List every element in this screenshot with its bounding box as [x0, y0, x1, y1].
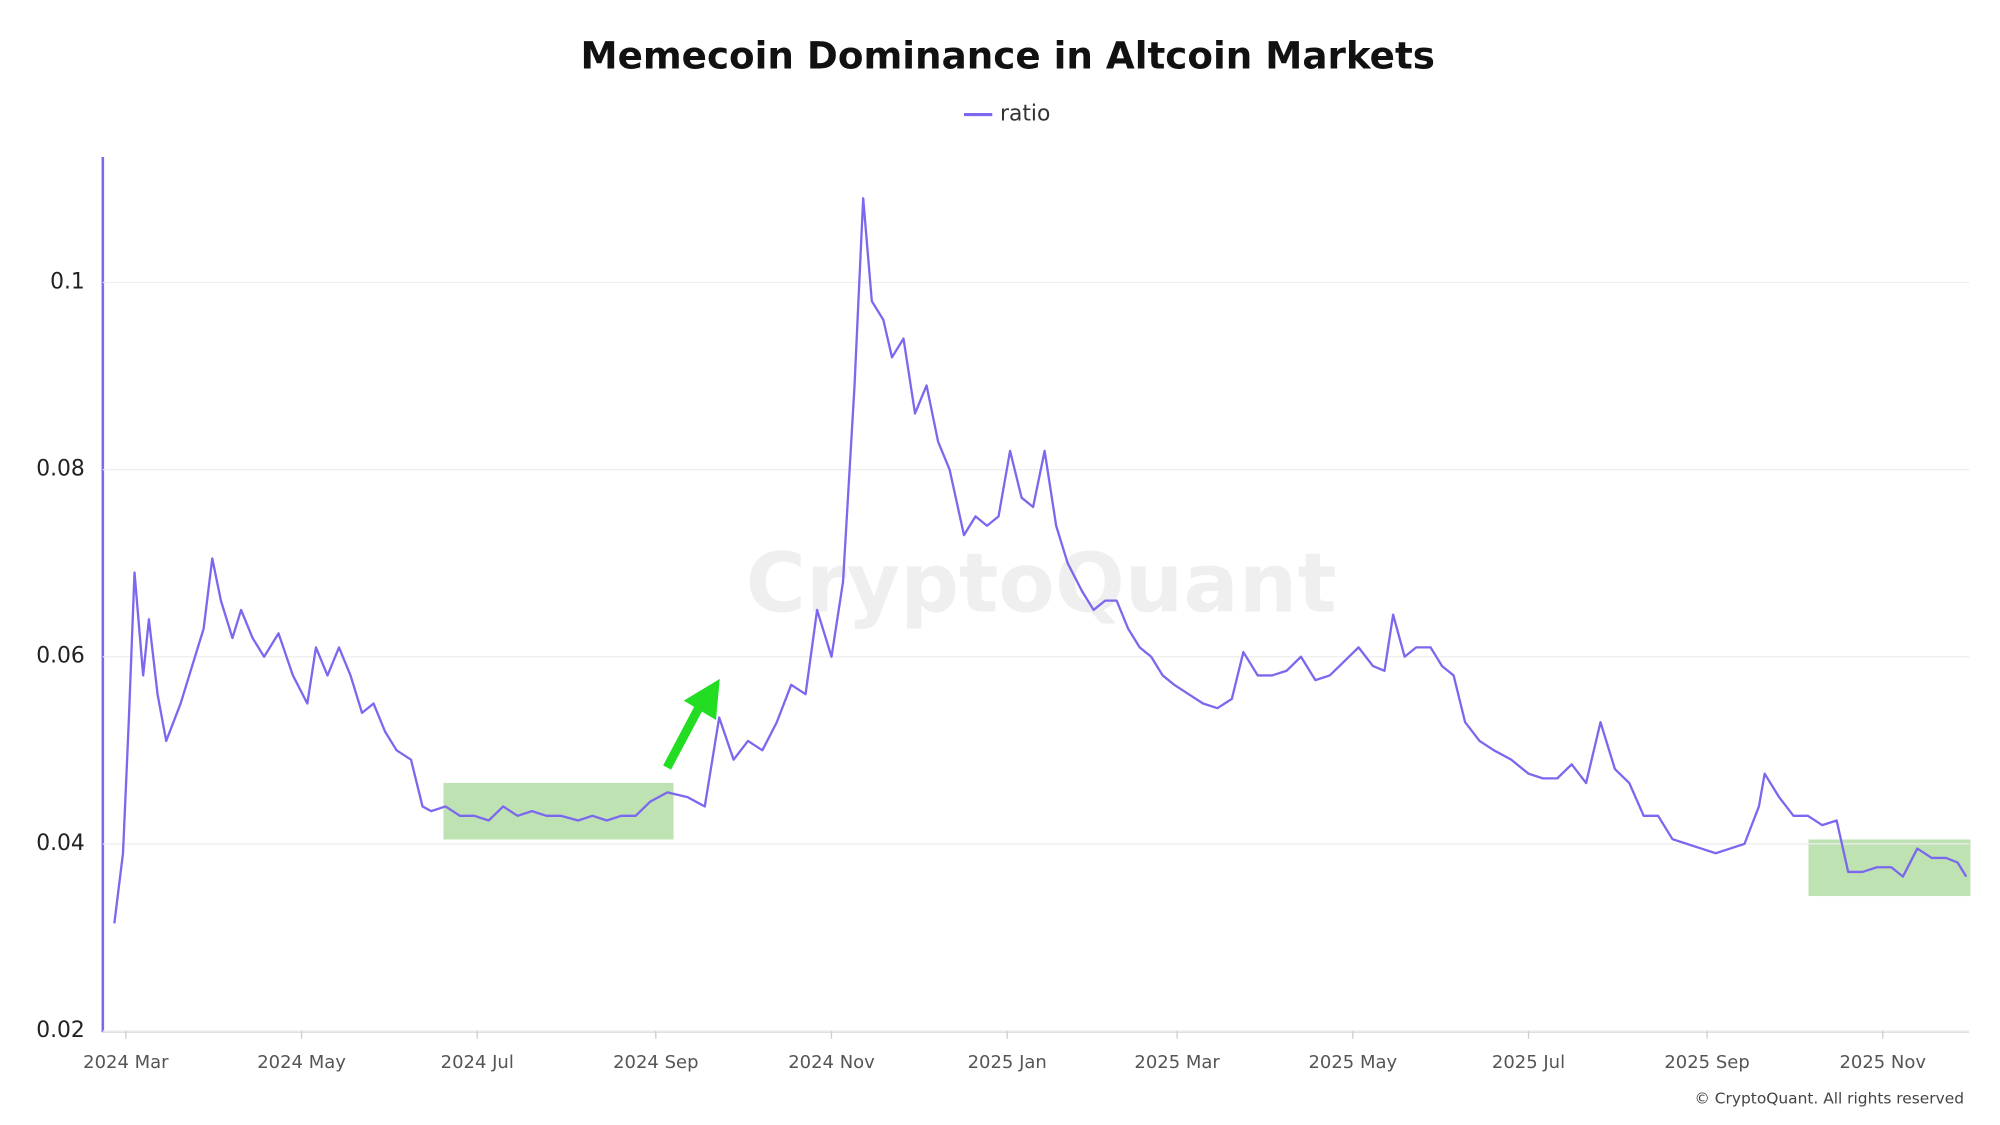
x-tick-label: 2025 Mar [1134, 1052, 1220, 1073]
x-tick-label: 2025 Jan [968, 1052, 1047, 1073]
x-tick-label: 2025 Jul [1492, 1052, 1565, 1073]
y-tick-label: 0.04 [36, 831, 85, 856]
data-line [113, 197, 1968, 924]
y-tick-label: 0.02 [36, 1018, 85, 1043]
credit: © CryptoQuant. All rights reserved [1695, 1090, 1965, 1108]
chart-title: Memecoin Dominance in Altcoin Markets [580, 34, 1434, 78]
x-tick-label: 2024 May [257, 1052, 346, 1073]
x-tick-label: 2024 Nov [788, 1052, 875, 1073]
legend-label: ratio [1000, 102, 1050, 127]
x-tick-label: 2024 Sep [613, 1052, 698, 1073]
x-tick-label: 2024 Jul [441, 1052, 514, 1073]
watermark: CryptoQuant [746, 536, 1337, 631]
x-tick-label: 2025 May [1308, 1052, 1397, 1073]
x-tick-label: 2025 Nov [1839, 1052, 1926, 1073]
highlight-box [443, 782, 674, 840]
y-tick-label: 0.1 [50, 269, 85, 294]
x-tick-label: 2025 Sep [1664, 1052, 1749, 1073]
x-tick-label: 2024 Mar [83, 1052, 169, 1073]
y-tick-label: 0.08 [36, 457, 85, 482]
arrow [663, 678, 720, 770]
y-tick-label: 0.06 [36, 644, 85, 669]
